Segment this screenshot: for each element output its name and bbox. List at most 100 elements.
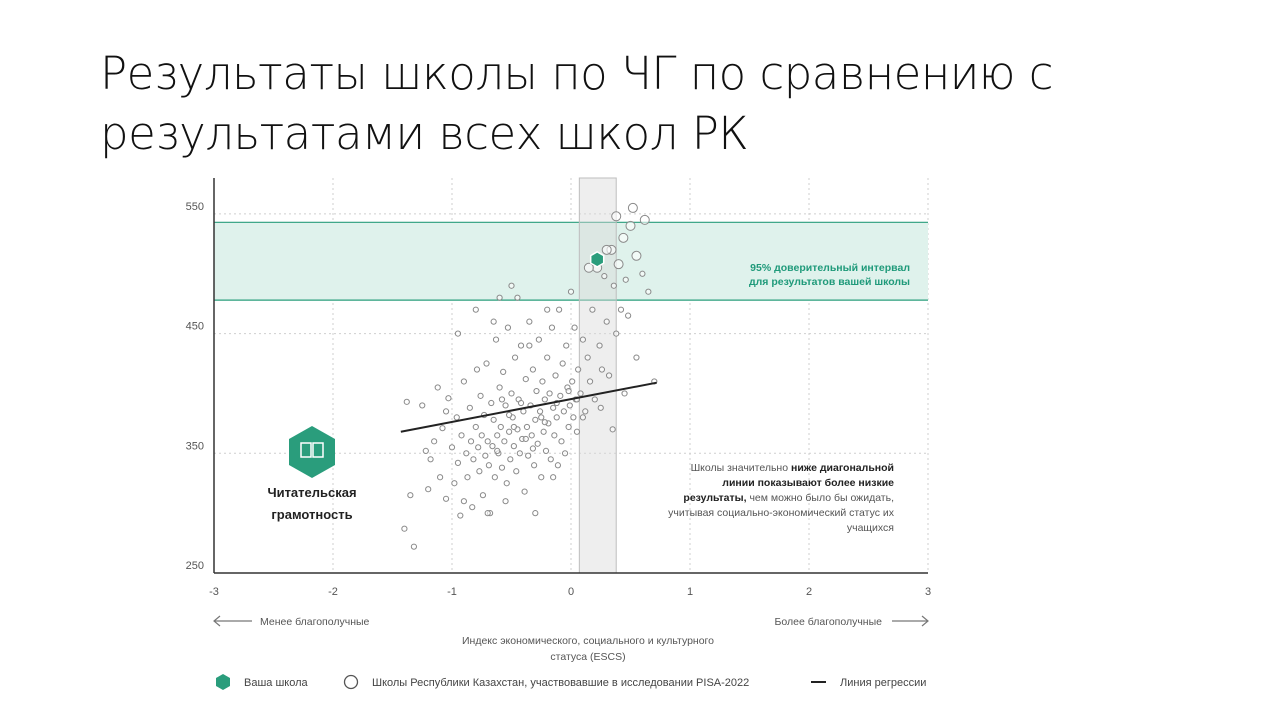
school-point: [613, 259, 624, 270]
ci-label-line-2: для результатов вашей школы: [749, 276, 910, 288]
school-point: [463, 450, 470, 457]
school-point: [584, 354, 591, 361]
school-point: [533, 387, 540, 395]
school-point: [618, 232, 629, 243]
x-tick-label: 1: [687, 586, 693, 598]
school-point: [579, 414, 586, 421]
school-point: [425, 486, 432, 493]
book-page-left: [300, 442, 312, 458]
y-tick-label: 350: [186, 440, 204, 452]
school-point: [516, 450, 523, 457]
y-tick-label: 450: [186, 321, 204, 333]
school-point: [522, 435, 529, 443]
school-point: [489, 443, 496, 450]
school-point: [546, 390, 553, 397]
school-point: [554, 462, 562, 469]
school-point: [419, 402, 426, 409]
school-point: [617, 306, 625, 313]
school-point: [517, 342, 525, 349]
school-point: [494, 432, 501, 439]
school-point: [559, 360, 566, 367]
school-point: [521, 488, 528, 495]
school-point: [609, 426, 616, 433]
school-point: [508, 282, 515, 289]
direction-right: Более благополучные: [775, 615, 929, 628]
school-point: [470, 456, 477, 463]
school-point: [477, 392, 484, 399]
school-point: [553, 414, 560, 421]
school-point: [479, 492, 487, 499]
annotation-line-5: учащихся: [847, 522, 894, 534]
school-point: [488, 399, 495, 407]
x-axis-label-line-1: Индекс экономического, социального и кул…: [462, 635, 714, 647]
school-point: [625, 312, 632, 319]
school-point: [589, 306, 596, 313]
school-point: [565, 387, 572, 395]
school-point: [631, 250, 642, 261]
legend-schools-label: Школы Республики Казахстан, участвовавши…: [372, 677, 749, 689]
arrow-left-head: [213, 615, 221, 627]
school-point: [431, 438, 438, 445]
school-point: [577, 390, 584, 397]
school-point: [502, 402, 509, 409]
school-point: [454, 459, 462, 466]
direction-left-label: Менее благополучные: [260, 616, 370, 628]
tick-labels: -3 -2 -1 0 1 2 3 550 450 350 250: [186, 201, 931, 598]
school-point: [498, 464, 506, 471]
school-point: [476, 468, 483, 475]
school-point: [484, 510, 491, 517]
school-point: [550, 474, 557, 481]
school-point: [639, 214, 650, 225]
school-point: [633, 354, 640, 361]
school-point: [482, 452, 489, 459]
axes: [213, 178, 928, 574]
school-point: [454, 330, 462, 337]
school-point: [478, 432, 485, 439]
school-point: [422, 447, 429, 455]
school-point: [531, 462, 538, 469]
annotation-line-1: Школы значительно ниже диагональной: [691, 462, 894, 474]
school-point: [510, 423, 517, 431]
school-point: [473, 366, 481, 373]
school-point: [566, 402, 573, 409]
school-point: [538, 474, 545, 481]
school-point: [548, 324, 556, 331]
domain-label-line-2: грамотность: [271, 507, 352, 522]
school-point: [467, 438, 475, 445]
school-point: [472, 423, 479, 431]
school-point: [539, 378, 546, 385]
school-point: [550, 404, 557, 411]
domain-badge: Читательская грамотность: [267, 426, 357, 522]
school-point: [442, 408, 450, 415]
school-point: [448, 444, 456, 451]
school-point: [453, 414, 460, 421]
school-point: [427, 456, 434, 463]
school-point: [513, 468, 520, 475]
annotation: Школы значительно ниже диагональной лини…: [668, 462, 895, 534]
school-point: [504, 324, 512, 331]
school-point: [483, 360, 490, 367]
school-point: [639, 270, 646, 277]
school-point: [560, 408, 567, 415]
school-point: [582, 408, 589, 415]
school-point: [490, 416, 497, 423]
school-point: [544, 306, 551, 313]
school-point: [538, 414, 545, 421]
book-icon: [289, 426, 335, 478]
school-point: [494, 447, 501, 455]
school-point: [529, 445, 537, 452]
slide-title: Результаты школы по ЧГ по сравнению с ре…: [100, 44, 1200, 164]
escs-scatter-chart: -3 -2 -1 0 1 2 3 550 450 350 250 95% доверительный…: [186, 177, 931, 690]
school-point: [403, 398, 410, 405]
school-point: [529, 366, 537, 373]
school-point: [407, 492, 414, 499]
school-point: [437, 474, 444, 481]
school-point: [544, 354, 551, 361]
legend-regression-label: Линия регрессии: [840, 677, 926, 689]
confidence-interval-band: [214, 222, 928, 301]
school-point: [434, 384, 441, 391]
school-point: [525, 452, 532, 459]
school-point: [627, 202, 638, 213]
legend-schools-icon: [343, 674, 359, 690]
legend-your-school-icon: [216, 674, 230, 690]
